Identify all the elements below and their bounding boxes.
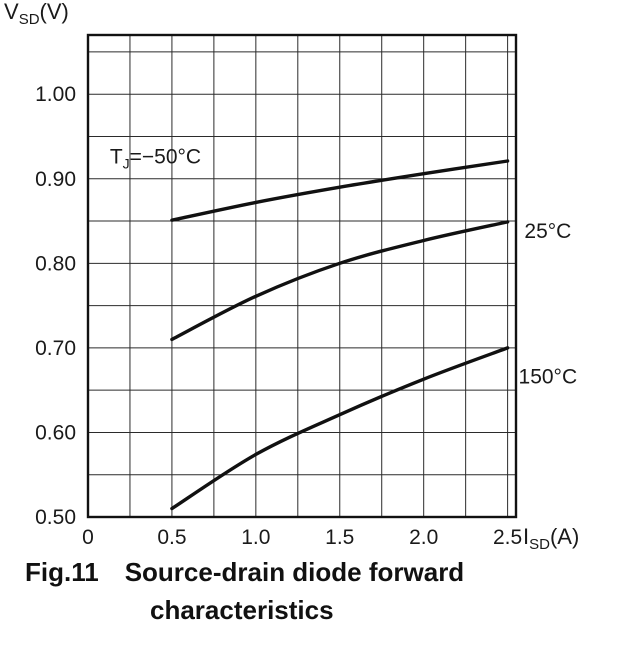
x-tick-label: 0.5 bbox=[157, 526, 186, 549]
curve-0 bbox=[170, 159, 510, 222]
x-tick-label: 2.0 bbox=[409, 526, 438, 549]
chart-wrap: 0.50 0.60 0.70 0.80 0.90 1.00 0 0.5 1.0 1.5 2.0 2.5… bbox=[4, 0, 579, 553]
label-150c: 150°C bbox=[519, 365, 578, 388]
x-tick-label: 1.5 bbox=[325, 526, 354, 549]
curve-1 bbox=[170, 220, 510, 342]
x-tick-label: 0 bbox=[82, 526, 94, 549]
plot-border bbox=[86, 33, 518, 519]
caption-line1: Source-drain diode forward bbox=[124, 557, 465, 587]
y-axis-label: VSD(V) bbox=[4, 0, 69, 28]
caption-line2: characteristics bbox=[150, 594, 334, 625]
figure-caption: Fig.11 Source-drain diode forward bbox=[0, 554, 636, 592]
x-tick-label: 1.0 bbox=[241, 526, 270, 549]
y-tick-label: 1.00 bbox=[35, 83, 76, 106]
source-drain-forward-chart: 0.50 0.60 0.70 0.80 0.90 1.00 0 0.5 1.0 1.5 2.0 2.5… bbox=[4, 0, 579, 553]
y-tick-label: 0.80 bbox=[35, 252, 76, 275]
y-tick-label: 0.70 bbox=[35, 337, 76, 360]
label-tj-minus50: TJ=−50°C bbox=[110, 146, 201, 172]
figure-number: Fig.11 bbox=[25, 557, 99, 587]
y-tick-label: 0.50 bbox=[35, 506, 76, 529]
x-axis-label: ISD(A) bbox=[523, 524, 579, 552]
y-tick-label: 0.60 bbox=[35, 421, 76, 444]
y-tick-label: 0.90 bbox=[35, 168, 76, 191]
curve-2 bbox=[170, 346, 510, 511]
label-25c: 25°C bbox=[524, 220, 571, 243]
x-tick-label: 2.5 bbox=[493, 526, 522, 549]
